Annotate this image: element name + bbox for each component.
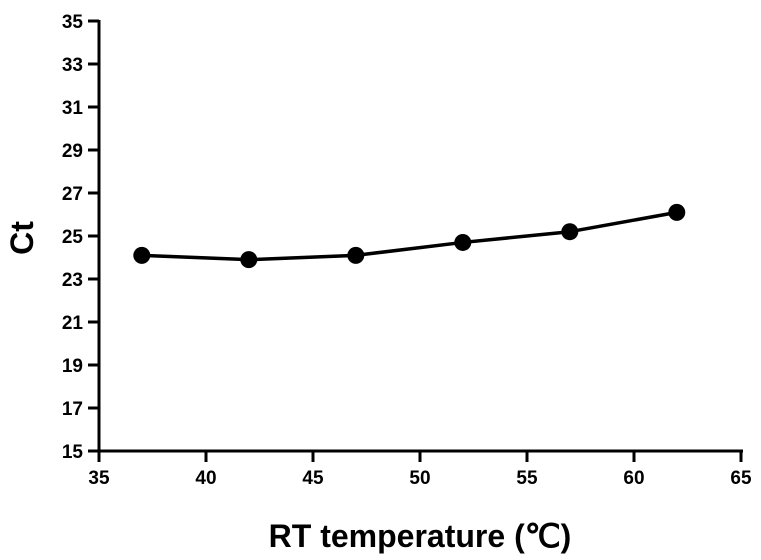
- y-tick-label: 19: [62, 356, 83, 377]
- y-tick-label: 35: [62, 12, 84, 33]
- y-tick-label: 17: [62, 399, 83, 420]
- data-point: [133, 246, 151, 264]
- data-point: [240, 251, 258, 269]
- y-tick-label: 15: [62, 442, 84, 463]
- data-point: [347, 246, 365, 264]
- y-tick-label: 25: [62, 227, 84, 248]
- axes: [97, 20, 743, 453]
- x-tick-label: 50: [409, 468, 430, 489]
- series: [133, 203, 686, 269]
- y-tick-label: 27: [62, 184, 83, 205]
- y-tick-label: 31: [62, 98, 84, 119]
- series-line: [141, 210, 678, 262]
- y-tick-label: 23: [62, 270, 83, 291]
- y-axis-title: Ct: [4, 221, 40, 255]
- x-tick-label: 60: [623, 468, 644, 489]
- y-ticks: 15 17 19 21 23 25 27 29 31 33 35: [62, 12, 99, 463]
- y-tick-label: 21: [62, 313, 84, 334]
- x-ticks: 35 40 45 50 55 60 65: [88, 451, 752, 489]
- data-point: [561, 223, 579, 241]
- x-tick-label: 45: [302, 468, 324, 489]
- x-tick-label: 35: [88, 468, 110, 489]
- y-tick-label: 33: [62, 55, 83, 76]
- x-tick-label: 65: [730, 468, 752, 489]
- data-point: [454, 233, 472, 251]
- data-point: [668, 203, 686, 221]
- y-tick-label: 29: [62, 141, 83, 162]
- x-axis-title: RT temperature (℃): [269, 518, 572, 554]
- x-tick-label: 40: [195, 468, 216, 489]
- x-tick-label: 55: [516, 468, 538, 489]
